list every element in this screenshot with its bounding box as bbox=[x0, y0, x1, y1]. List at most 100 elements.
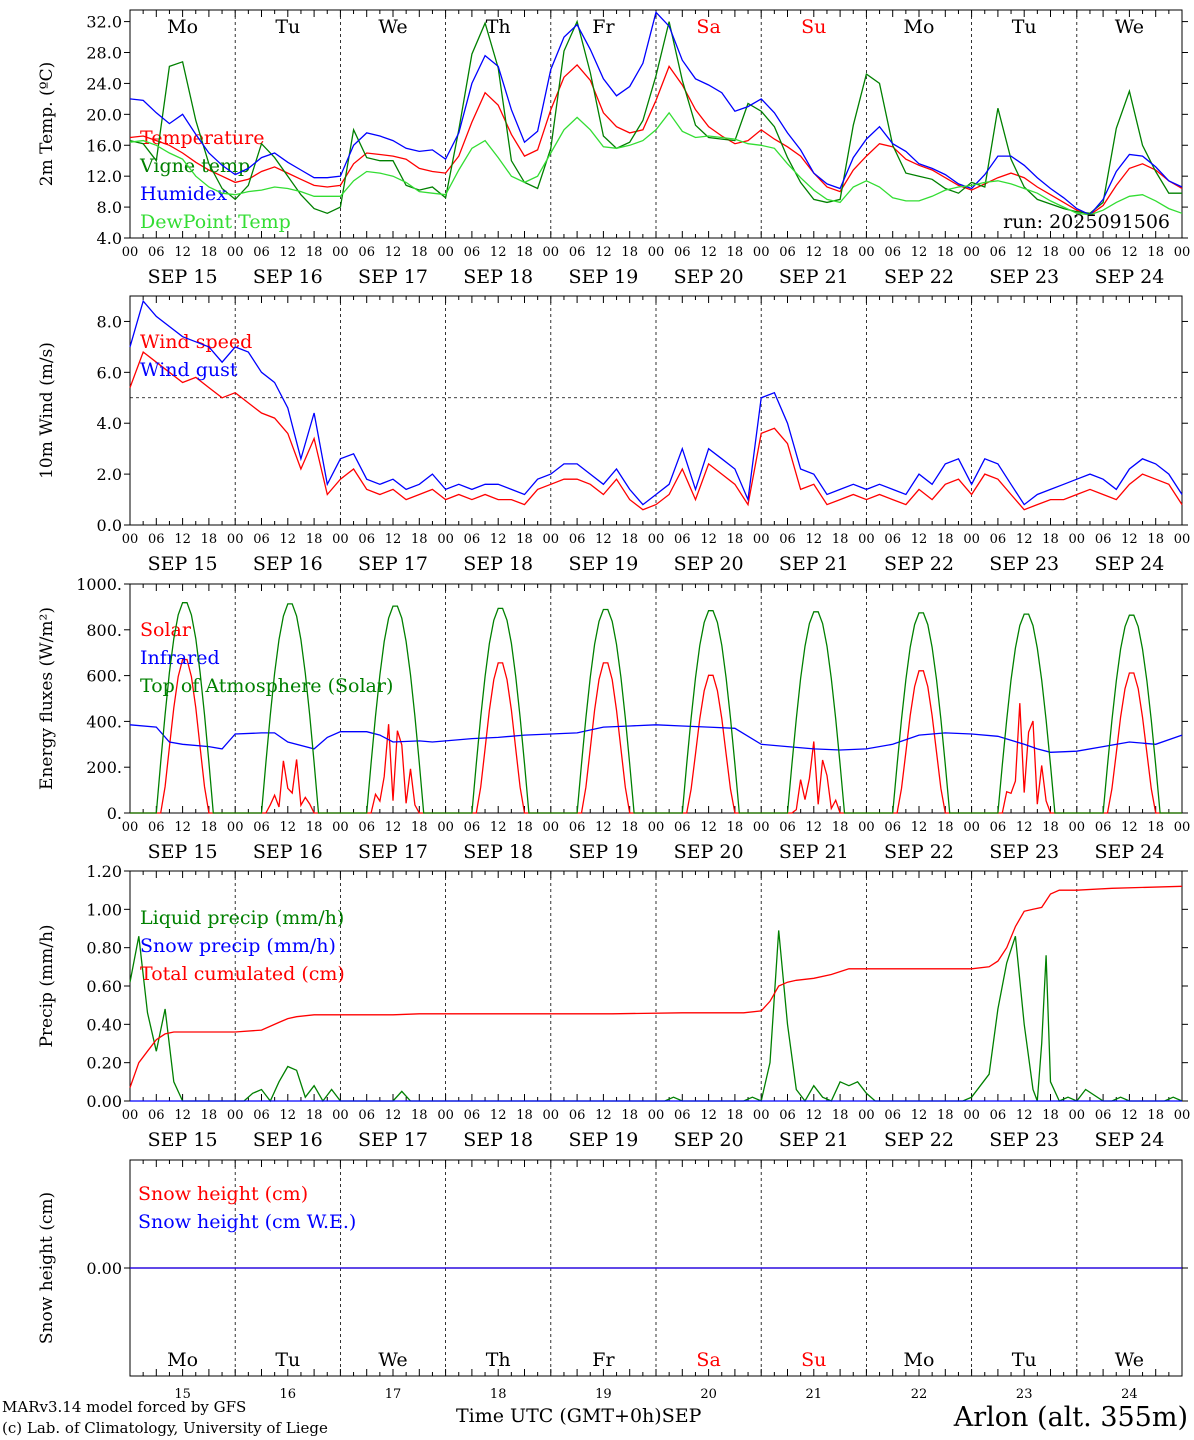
hour-tick-label: 12 bbox=[385, 245, 402, 260]
hour-tick-label: 12 bbox=[280, 532, 297, 547]
date-label: SEP 18 bbox=[463, 266, 533, 288]
hour-tick-label: 18 bbox=[727, 1108, 744, 1123]
legend-entry-energy-0: Solar bbox=[140, 619, 192, 641]
hour-tick-label: 12 bbox=[280, 820, 297, 835]
hour-tick-label: 12 bbox=[595, 245, 612, 260]
copyright-credit: (c) Lab. of Climatology, University of L… bbox=[2, 1419, 328, 1437]
hour-tick-label: 06 bbox=[1095, 1108, 1112, 1123]
date-label: SEP 16 bbox=[253, 1129, 323, 1151]
date-label: SEP 24 bbox=[1094, 1129, 1164, 1151]
y-tick-label-temperature: 16.0 bbox=[86, 136, 122, 155]
legend-entry-precip-2: Total cumulated (cm) bbox=[140, 963, 345, 985]
hour-tick-label: 12 bbox=[174, 1108, 191, 1123]
hour-tick-label: 12 bbox=[1121, 245, 1138, 260]
hour-tick-label: 18 bbox=[621, 532, 638, 547]
date-label: SEP 17 bbox=[358, 553, 428, 575]
hour-tick-label: 00 bbox=[753, 245, 770, 260]
hour-tick-label: 18 bbox=[306, 1108, 323, 1123]
hour-tick-label: 18 bbox=[411, 532, 428, 547]
weekday-top: We bbox=[1115, 16, 1144, 38]
hour-tick-label: 00 bbox=[1174, 1108, 1191, 1123]
hour-tick-label: 00 bbox=[122, 820, 139, 835]
weekday-bottom: Tu bbox=[275, 1349, 300, 1371]
date-label: SEP 17 bbox=[358, 1129, 428, 1151]
hour-tick-label: 18 bbox=[411, 245, 428, 260]
hour-tick-label: 00 bbox=[122, 1108, 139, 1123]
date-label: SEP 23 bbox=[989, 553, 1059, 575]
day-number: 18 bbox=[490, 1387, 507, 1402]
model-credit: MARv3.14 model forced by GFS bbox=[2, 1398, 247, 1416]
hour-tick-label: 06 bbox=[674, 820, 691, 835]
hour-tick-label: 12 bbox=[806, 820, 823, 835]
day-number: 21 bbox=[806, 1387, 823, 1402]
date-label: SEP 24 bbox=[1094, 266, 1164, 288]
y-tick-label-wind: 6.0 bbox=[97, 363, 122, 382]
hour-tick-label: 06 bbox=[1095, 820, 1112, 835]
hour-tick-label: 12 bbox=[490, 245, 507, 260]
series-line-precip-2 bbox=[129, 885, 1183, 1088]
day-number: 24 bbox=[1121, 1387, 1138, 1402]
hour-tick-label: 06 bbox=[464, 532, 481, 547]
hour-tick-label: 12 bbox=[1016, 245, 1033, 260]
hour-tick-label: 00 bbox=[543, 1108, 560, 1123]
hour-tick-label: 12 bbox=[806, 1108, 823, 1123]
legend-entry-precip-1: Snow precip (mm/h) bbox=[140, 935, 336, 957]
hour-tick-label: 12 bbox=[385, 1108, 402, 1123]
hour-tick-label: 12 bbox=[911, 820, 928, 835]
hour-tick-label: 00 bbox=[753, 1108, 770, 1123]
date-label: SEP 19 bbox=[568, 553, 638, 575]
hour-tick-label: 12 bbox=[490, 1108, 507, 1123]
hour-tick-label: 06 bbox=[884, 820, 901, 835]
hour-tick-label: 06 bbox=[779, 1108, 796, 1123]
hour-tick-label: 06 bbox=[569, 532, 586, 547]
series-line-temperature-3 bbox=[129, 111, 1183, 216]
hour-tick-label: 06 bbox=[990, 532, 1007, 547]
date-label: SEP 17 bbox=[358, 841, 428, 863]
y-axis-label-energy: Energy fluxes (W/m²) bbox=[37, 607, 57, 790]
hour-tick-label: 18 bbox=[621, 245, 638, 260]
y-tick-label-energy: 200. bbox=[86, 758, 122, 777]
date-label: SEP 16 bbox=[253, 553, 323, 575]
hour-tick-label: 00 bbox=[1069, 820, 1086, 835]
day-number: 16 bbox=[280, 1387, 297, 1402]
date-label: SEP 24 bbox=[1094, 553, 1164, 575]
hour-tick-label: 12 bbox=[700, 532, 717, 547]
hour-tick-label: 06 bbox=[779, 245, 796, 260]
y-tick-label-temperature: 20.0 bbox=[86, 105, 122, 124]
day-number: 20 bbox=[700, 1387, 717, 1402]
hour-tick-label: 00 bbox=[1174, 245, 1191, 260]
legend-entry-energy-1: Infrared bbox=[140, 647, 220, 669]
weekday-top: Tu bbox=[275, 16, 300, 38]
legend-entry-temperature-3: DewPoint Temp bbox=[140, 211, 291, 233]
date-label: SEP 23 bbox=[989, 1129, 1059, 1151]
hour-tick-label: 06 bbox=[148, 820, 165, 835]
y-tick-label-temperature: 8.0 bbox=[97, 198, 122, 217]
hour-tick-label: 00 bbox=[858, 532, 875, 547]
weekday-bottom: We bbox=[1115, 1349, 1144, 1371]
series-line-precip-0 bbox=[129, 930, 1183, 1103]
date-label: SEP 22 bbox=[884, 553, 954, 575]
hour-tick-label: 12 bbox=[174, 245, 191, 260]
series-line-temperature-0 bbox=[129, 63, 1183, 216]
date-label: SEP 20 bbox=[674, 841, 744, 863]
hour-tick-label: 18 bbox=[937, 1108, 954, 1123]
hour-tick-label: 00 bbox=[332, 820, 349, 835]
hour-tick-label: 18 bbox=[411, 820, 428, 835]
hour-tick-label: 00 bbox=[227, 245, 244, 260]
y-tick-label-snow: 0.00 bbox=[86, 1259, 122, 1278]
date-label: SEP 18 bbox=[463, 553, 533, 575]
hour-tick-label: 06 bbox=[148, 532, 165, 547]
hour-tick-label: 06 bbox=[674, 532, 691, 547]
weekday-top: Tu bbox=[1012, 16, 1037, 38]
hour-tick-label: 12 bbox=[280, 245, 297, 260]
hour-tick-label: 12 bbox=[911, 245, 928, 260]
y-tick-label-temperature: 32.0 bbox=[86, 13, 122, 32]
hour-tick-label: 12 bbox=[174, 820, 191, 835]
weekday-bottom: Fr bbox=[592, 1349, 615, 1371]
hour-tick-label: 12 bbox=[1016, 532, 1033, 547]
y-tick-label-precip: 0.40 bbox=[86, 1015, 122, 1034]
hour-tick-label: 06 bbox=[148, 1108, 165, 1123]
date-label: SEP 19 bbox=[568, 1129, 638, 1151]
run-annotation: run: 2025091506 bbox=[1003, 211, 1170, 233]
